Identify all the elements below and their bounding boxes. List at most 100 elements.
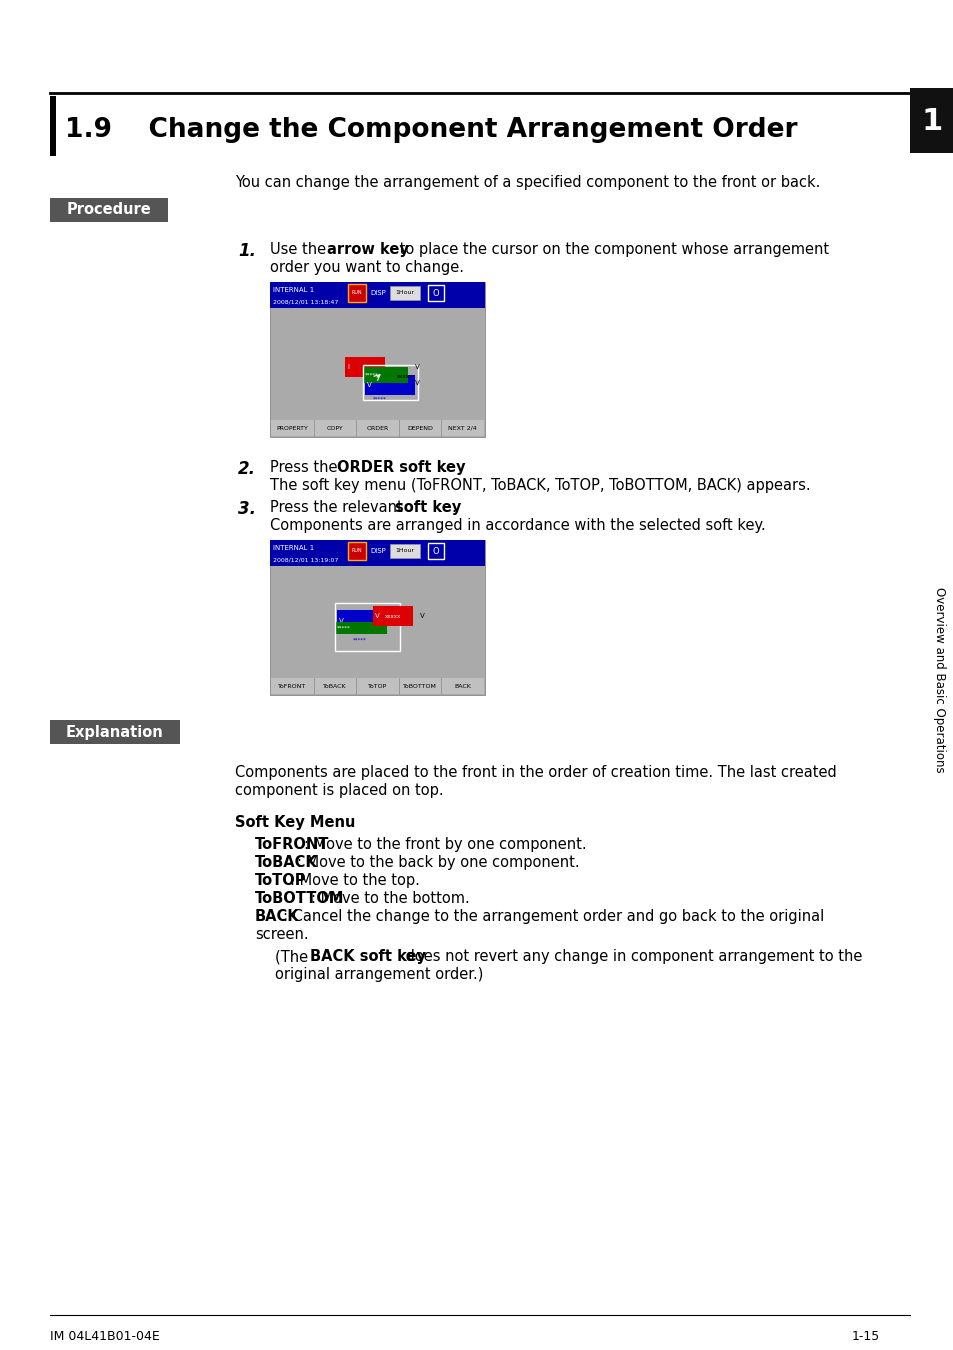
- Text: NEXT 2/4: NEXT 2/4: [448, 425, 476, 431]
- Bar: [50, 96, 56, 157]
- Text: to place the cursor on the component whose arrangement: to place the cursor on the component who…: [395, 242, 828, 256]
- Text: BACK: BACK: [254, 909, 299, 923]
- Text: 1.9    Change the Component Arrangement Order: 1.9 Change the Component Arrangement Ord…: [65, 117, 797, 143]
- Text: component is placed on top.: component is placed on top.: [234, 783, 443, 798]
- Bar: [271, 308, 483, 420]
- Text: screen.: screen.: [254, 927, 309, 942]
- Text: Soft Key Menu: Soft Key Menu: [234, 815, 355, 830]
- Text: (The: (The: [274, 949, 313, 964]
- Bar: [428, 285, 443, 301]
- Text: RUN: RUN: [352, 548, 362, 554]
- Text: .: .: [451, 500, 456, 514]
- Text: 2008/12/01 13:18:47: 2008/12/01 13:18:47: [273, 300, 338, 305]
- Text: *****: *****: [373, 397, 387, 401]
- Text: ToBACK: ToBACK: [323, 683, 346, 688]
- Text: O: O: [433, 289, 438, 297]
- Bar: [270, 540, 484, 566]
- Text: INTERNAL 1: INTERNAL 1: [273, 545, 314, 551]
- Text: Press the relevant: Press the relevant: [270, 500, 407, 514]
- Bar: [335, 603, 399, 651]
- Bar: [348, 541, 366, 560]
- Text: V: V: [419, 613, 424, 620]
- Text: Overview and Basic Operations: Overview and Basic Operations: [933, 587, 945, 772]
- Text: *****: *****: [353, 637, 367, 643]
- Text: ToTOP: ToTOP: [368, 683, 387, 688]
- Text: ToBOTTOM: ToBOTTOM: [403, 683, 436, 688]
- Text: : Move to the front by one component.: : Move to the front by one component.: [304, 837, 586, 852]
- Text: ToFRONT: ToFRONT: [278, 683, 306, 688]
- Text: ToBACK: ToBACK: [254, 855, 317, 869]
- Text: ToBOTTOM: ToBOTTOM: [254, 891, 344, 906]
- Text: Components are placed to the front in the order of creation time. The last creat: Components are placed to the front in th…: [234, 765, 836, 780]
- Text: arrow key: arrow key: [327, 242, 409, 256]
- Text: Press the: Press the: [270, 460, 342, 475]
- Text: V: V: [415, 364, 419, 370]
- Bar: [909, 88, 953, 153]
- Bar: [348, 284, 366, 302]
- Text: Procedure: Procedure: [67, 202, 152, 217]
- Text: ORDER: ORDER: [366, 425, 388, 431]
- Bar: [336, 610, 387, 632]
- Text: *****: *****: [365, 373, 378, 378]
- Text: COPY: COPY: [326, 425, 343, 431]
- Text: *****: *****: [336, 625, 351, 630]
- Text: : Move to the top.: : Move to the top.: [290, 873, 419, 888]
- Text: 1-15: 1-15: [851, 1330, 879, 1343]
- Text: The soft key menu (ToFRONT, ToBACK, ToTOP, ToBOTTOM, BACK) appears.: The soft key menu (ToFRONT, ToBACK, ToTO…: [270, 478, 810, 493]
- Text: Components are arranged in accordance with the selected soft key.: Components are arranged in accordance wi…: [270, 518, 765, 533]
- Bar: [271, 678, 483, 694]
- Text: 1: 1: [921, 107, 942, 135]
- Text: 3.: 3.: [237, 500, 255, 518]
- Text: You can change the arrangement of a specified component to the front or back.: You can change the arrangement of a spec…: [234, 176, 820, 190]
- Text: PROPERTY: PROPERTY: [276, 425, 308, 431]
- Text: : Cancel the change to the arrangement order and go back to the original: : Cancel the change to the arrangement o…: [283, 909, 823, 923]
- Text: DISP: DISP: [370, 548, 385, 554]
- Text: 1.: 1.: [237, 242, 255, 261]
- Text: V: V: [375, 613, 379, 620]
- Text: IM 04L41B01-04E: IM 04L41B01-04E: [50, 1330, 159, 1343]
- Bar: [373, 606, 413, 626]
- Bar: [335, 622, 387, 634]
- Text: INTERNAL 1: INTERNAL 1: [273, 288, 314, 293]
- Text: xxxxx: xxxxx: [396, 374, 413, 379]
- Text: original arrangement order.): original arrangement order.): [274, 967, 483, 981]
- Text: ORDER soft key: ORDER soft key: [336, 460, 465, 475]
- Text: soft key: soft key: [395, 500, 460, 514]
- Text: I: I: [347, 364, 349, 370]
- Text: : Move to the back by one component.: : Move to the back by one component.: [296, 855, 579, 869]
- Text: 2.: 2.: [237, 460, 255, 478]
- Text: DEPEND: DEPEND: [407, 425, 433, 431]
- Text: BACK soft key: BACK soft key: [310, 949, 426, 964]
- Text: Explanation: Explanation: [66, 725, 164, 740]
- Text: .: .: [441, 460, 446, 475]
- Text: Use the: Use the: [270, 242, 331, 256]
- Bar: [271, 566, 483, 678]
- Bar: [345, 356, 385, 377]
- Text: 1Hour: 1Hour: [395, 548, 415, 554]
- Text: DISP: DISP: [370, 290, 385, 296]
- Bar: [390, 286, 419, 300]
- Bar: [428, 543, 443, 559]
- Bar: [50, 198, 168, 221]
- Bar: [363, 364, 417, 400]
- Text: does not revert any change in component arrangement to the: does not revert any change in component …: [400, 949, 862, 964]
- Text: ToTOP: ToTOP: [254, 873, 306, 888]
- Text: V: V: [338, 618, 343, 624]
- Bar: [390, 544, 419, 558]
- Text: V: V: [367, 382, 372, 387]
- Text: ToFRONT: ToFRONT: [254, 837, 329, 852]
- Text: : Move to the bottom.: : Move to the bottom.: [311, 891, 469, 906]
- Text: V: V: [415, 379, 419, 386]
- Bar: [270, 540, 484, 695]
- Bar: [270, 282, 484, 437]
- Text: 2008/12/01 13:19:07: 2008/12/01 13:19:07: [273, 558, 338, 563]
- Text: RUN: RUN: [352, 290, 362, 296]
- Bar: [270, 282, 484, 308]
- Text: 1Hour: 1Hour: [395, 290, 415, 296]
- Bar: [271, 420, 483, 436]
- Bar: [363, 367, 408, 383]
- Text: xxxxx: xxxxx: [385, 613, 401, 618]
- Bar: [365, 375, 415, 396]
- Text: O: O: [433, 547, 438, 555]
- Bar: [50, 720, 180, 744]
